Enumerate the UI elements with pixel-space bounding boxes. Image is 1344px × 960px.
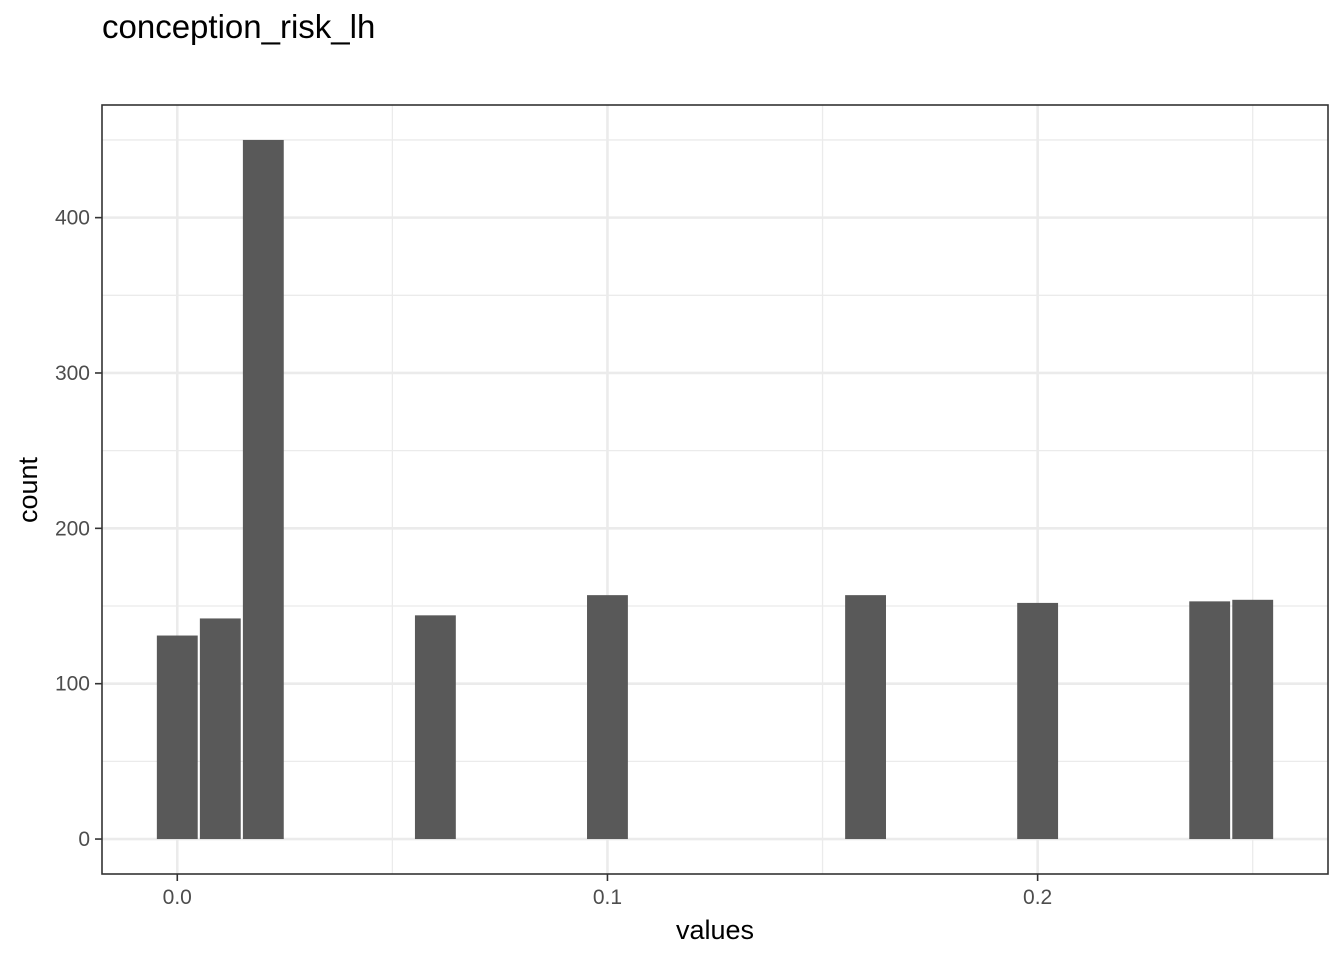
histogram-bar	[587, 595, 628, 840]
y-tick-label: 400	[55, 207, 90, 230]
x-axis-label: values	[676, 915, 754, 945]
minor-gridlines	[102, 105, 1328, 874]
histogram-bar	[845, 595, 886, 840]
y-axis-label: count	[13, 456, 43, 523]
histogram-bar	[242, 139, 284, 840]
y-axis: 0 100 200 300 400	[55, 207, 102, 851]
y-tick-label: 300	[55, 362, 90, 385]
y-tick-label: 100	[55, 673, 90, 696]
panel-border	[101, 104, 1329, 875]
histogram-bar	[1189, 601, 1231, 840]
major-gridlines	[102, 105, 1328, 874]
x-tick-label: 0.2	[1023, 886, 1052, 909]
histogram-bar	[199, 618, 241, 840]
chart-title: conception_risk_lh	[102, 8, 376, 45]
y-tick-label: 200	[55, 517, 90, 540]
histogram-bar	[1232, 599, 1274, 840]
histogram-bar	[1017, 602, 1059, 840]
y-tick-label: 0	[78, 828, 90, 851]
bars	[156, 139, 1274, 840]
histogram-bar	[156, 635, 198, 840]
x-axis: 0.0 0.1 0.2	[163, 874, 1052, 909]
x-tick-label: 0.0	[163, 886, 192, 909]
histogram-bar	[414, 615, 456, 840]
x-tick-label: 0.1	[593, 886, 622, 909]
